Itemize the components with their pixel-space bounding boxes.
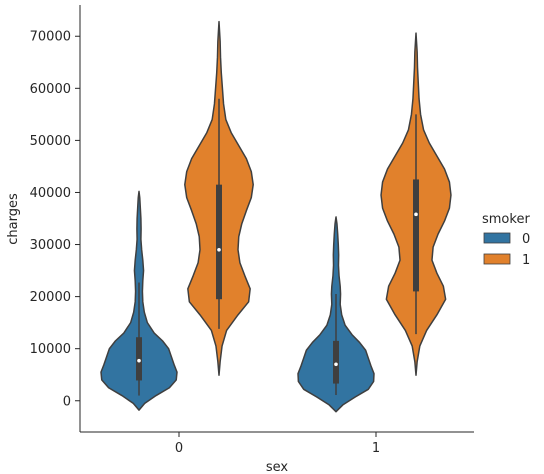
y-ticks: 0 10000 20000 30000 40000 50000 60000 70000 — [30, 30, 80, 409]
x-tick-label: 1 — [372, 441, 380, 456]
median-dot-smoker-1-sex-0 — [217, 247, 221, 252]
legend-swatch-0 — [483, 232, 511, 244]
y-tick-label: 10000 — [30, 342, 71, 357]
iqr-box-smoker-0-sex-1 — [333, 340, 339, 384]
legend-title: smoker — [482, 212, 530, 227]
iqr-box-smoker-1-sex-1 — [413, 179, 419, 292]
violin-layer — [100, 20, 452, 413]
y-axis-label: charges — [6, 193, 21, 245]
y-tick-label: 70000 — [30, 30, 71, 45]
median-dot-smoker-0-sex-0 — [137, 358, 141, 363]
iqr-box-smoker-0-sex-0 — [136, 337, 142, 381]
median-dot-smoker-1-sex-1 — [414, 212, 418, 217]
y-tick-label: 40000 — [30, 186, 71, 201]
iqr-box-smoker-1-sex-0 — [216, 184, 222, 300]
y-tick-label: 30000 — [30, 238, 71, 253]
legend: smoker 0 1 — [482, 212, 530, 268]
y-tick-label: 50000 — [30, 134, 71, 149]
y-tick-label: 60000 — [30, 82, 71, 97]
median-dot-smoker-0-sex-1 — [334, 362, 338, 367]
box-layer — [136, 98, 419, 396]
y-tick-label: 0 — [63, 394, 71, 409]
legend-label-0: 0 — [522, 232, 530, 247]
legend-swatch-1 — [483, 253, 511, 265]
y-tick-label: 20000 — [30, 290, 71, 305]
x-tick-label: 0 — [175, 441, 183, 456]
x-axis-label: sex — [266, 460, 289, 474]
axes — [79, 5, 474, 433]
legend-label-1: 1 — [522, 253, 530, 268]
